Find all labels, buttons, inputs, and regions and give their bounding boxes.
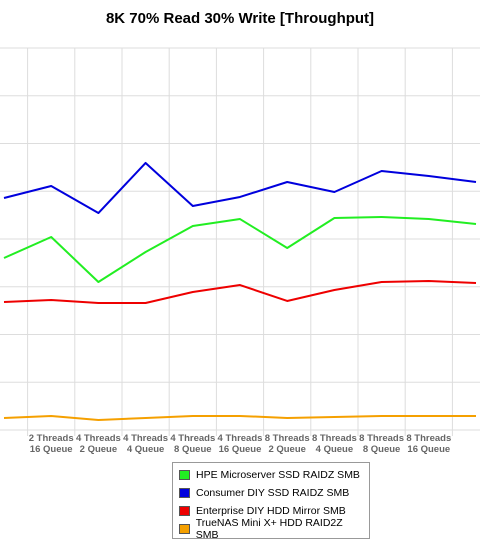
x-tick-label: 8 Threads 8 Queue bbox=[359, 433, 405, 455]
x-tick-label: 2 Threads 16 Queue bbox=[28, 433, 74, 455]
series-line bbox=[3, 280, 477, 304]
legend-item: Consumer DIY SSD RAIDZ SMB bbox=[179, 484, 363, 502]
legend-item: TrueNAS Mini X+ HDD RAID2Z SMB bbox=[179, 517, 363, 541]
legend-label: Enterprise DIY HDD Mirror SMB bbox=[196, 505, 346, 517]
legend-swatch bbox=[179, 524, 190, 534]
legend: HPE Microserver SSD RAIDZ SMB Consumer DI… bbox=[172, 462, 370, 541]
legend-label: TrueNAS Mini X+ HDD RAID2Z SMB bbox=[195, 517, 343, 541]
legend-label: HPE Microserver SSD RAIDZ SMB bbox=[196, 469, 360, 481]
legend-swatch bbox=[179, 470, 190, 480]
x-tick-label: 8 Threads 4 Queue bbox=[311, 433, 357, 455]
legend-item: HPE Microserver SSD RAIDZ SMB bbox=[179, 466, 363, 484]
legend-swatch bbox=[179, 488, 190, 498]
series-line bbox=[3, 414, 476, 421]
legend-swatch bbox=[179, 506, 190, 516]
chart-title: 8K 70% Read 30% Write [Throughput] bbox=[105, 10, 375, 27]
legend-item: Enterprise DIY HDD Mirror SMB bbox=[179, 502, 363, 520]
x-tick-label: 4 Threads 2 Queue bbox=[75, 433, 121, 455]
x-tick-label: 4 Threads 8 Queue bbox=[170, 433, 216, 455]
legend-label: Consumer DIY SSD RAIDZ SMB bbox=[196, 487, 350, 499]
x-tick-label: 4 Threads 16 Queue bbox=[217, 433, 263, 455]
series-line bbox=[3, 161, 477, 215]
series-line bbox=[3, 216, 477, 283]
x-tick-label: 8 Threads 16 Queue bbox=[406, 433, 452, 455]
x-tick-label: 4 Threads 4 Queue bbox=[123, 433, 169, 455]
x-tick-label: 8 Threads 2 Queue bbox=[264, 433, 310, 455]
